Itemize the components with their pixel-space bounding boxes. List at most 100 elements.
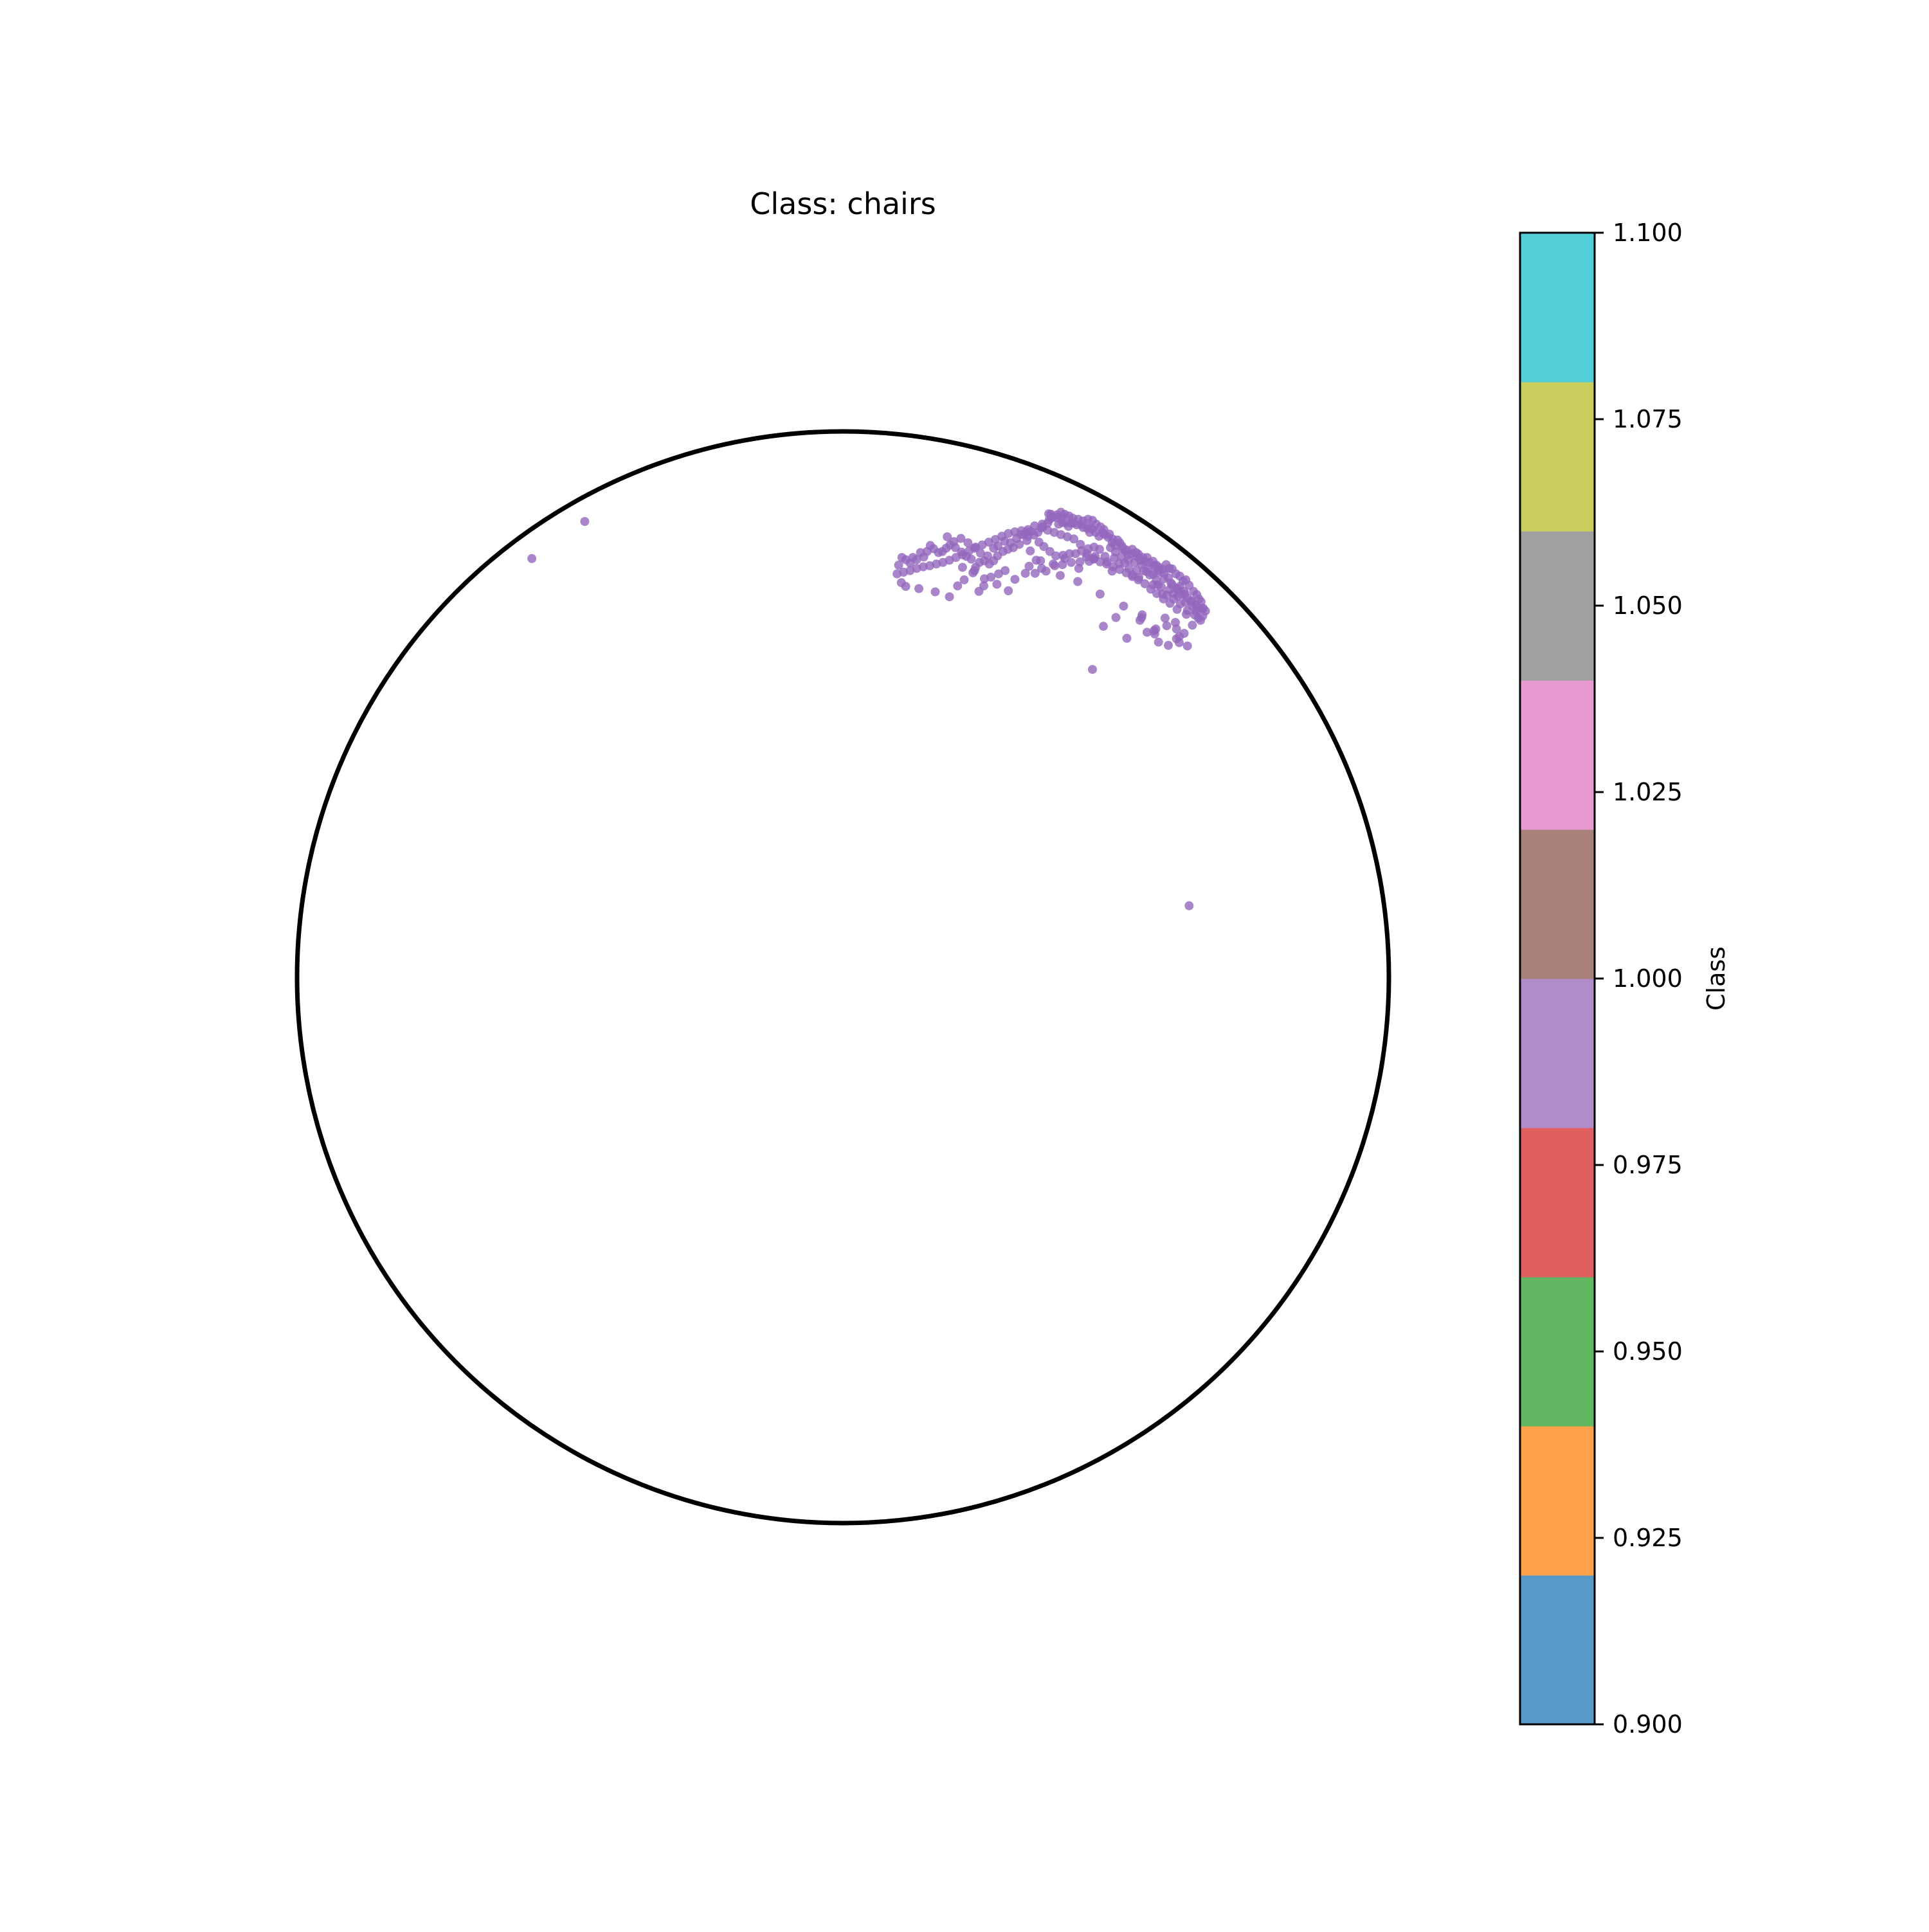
scatter-point	[1140, 579, 1150, 588]
scatter-point	[1130, 557, 1139, 567]
scatter-point	[979, 581, 988, 591]
scatter-point	[1095, 590, 1105, 599]
colorbar-tick-label: 1.025	[1613, 778, 1683, 806]
scatter-point	[1117, 552, 1126, 561]
scatter-point	[894, 561, 903, 570]
scatter-point	[1119, 601, 1128, 611]
scatter-point	[1095, 545, 1104, 554]
scatter-point	[1082, 549, 1092, 559]
scatter-point	[1024, 561, 1034, 571]
scatter-point	[949, 537, 959, 546]
colorbar-segment	[1520, 233, 1595, 383]
scatter-point	[1190, 610, 1199, 620]
scatter-point	[1031, 555, 1041, 565]
scatter-point	[1153, 568, 1162, 577]
scatter-point	[1099, 622, 1108, 631]
colorbar-tick-label: 1.000	[1613, 964, 1683, 993]
colorbar-segment	[1520, 1128, 1595, 1277]
scatter-point	[970, 566, 979, 575]
scatter-point	[1039, 542, 1049, 552]
scatter-point	[1166, 579, 1176, 588]
scatter-point	[1162, 621, 1172, 631]
colorbar-tick-label: 1.050	[1613, 591, 1683, 620]
scatter-point	[1159, 574, 1169, 584]
scatter-point	[956, 534, 966, 543]
colorbar	[1520, 233, 1595, 1725]
scatter-point	[992, 579, 1002, 589]
chart-title: Class: chairs	[750, 186, 936, 221]
colorbar-segment	[1520, 382, 1595, 532]
scatter-point	[1180, 590, 1190, 599]
scatter-point	[957, 563, 967, 572]
scatter-point	[1188, 620, 1197, 630]
scatter-point	[1041, 566, 1051, 576]
scatter-point	[1182, 609, 1191, 619]
scatter-point	[1073, 577, 1083, 586]
scatter-point	[953, 581, 963, 591]
scatter-point	[1111, 613, 1121, 622]
colorbar-segment	[1520, 680, 1595, 830]
scatter-point	[1154, 637, 1163, 647]
scatter-point	[1150, 629, 1159, 638]
scatter-point	[1137, 610, 1147, 620]
scatter-point	[1142, 627, 1152, 637]
scatter-point	[1172, 624, 1181, 634]
scatter-point	[1159, 594, 1168, 604]
scatter-point	[964, 546, 974, 555]
scatter-point	[1173, 584, 1182, 593]
colorbar-tick-label: 1.075	[1613, 405, 1683, 433]
scatter-point	[1088, 665, 1097, 674]
scatter-point	[1196, 615, 1206, 625]
scatter-point	[1160, 613, 1170, 623]
colorbar-segment	[1520, 829, 1595, 979]
colorbar-tick-label: 0.950	[1613, 1337, 1683, 1366]
scatter-point	[1066, 557, 1076, 567]
scatter-point	[1001, 566, 1010, 575]
unit-circle-boundary	[294, 429, 1391, 1526]
scatter-point	[1164, 640, 1173, 650]
scatter-points	[527, 507, 1210, 910]
scatter-point	[1165, 599, 1175, 608]
colorbar-segment	[1520, 1277, 1595, 1427]
scatter-point	[580, 517, 590, 527]
scatter-point	[971, 543, 981, 552]
scatter-point	[983, 551, 992, 561]
colorbar-axis: 0.900 0.925 0.950 0.975 1.000 1.025 1.050 1.075…	[1595, 219, 1683, 1738]
scatter-point	[1182, 641, 1192, 651]
scatter-point	[930, 587, 940, 597]
colorbar-segment	[1520, 979, 1595, 1128]
scatter-point	[892, 569, 902, 579]
scatter-point	[943, 532, 952, 541]
scatter-point	[963, 538, 973, 548]
scatter-point	[1157, 582, 1166, 591]
scatter-point	[527, 554, 537, 563]
scatter-point	[1051, 551, 1061, 561]
scatter-point	[916, 548, 925, 557]
scatter-point	[901, 582, 910, 591]
scatter-point	[1026, 546, 1035, 555]
scatter-point	[1050, 561, 1060, 570]
colorbar-tick-label: 0.925	[1613, 1524, 1683, 1552]
scatter-point	[1184, 901, 1194, 910]
scatter-point	[1020, 568, 1030, 578]
scatter-point	[1029, 530, 1039, 540]
scatter-point	[1055, 571, 1065, 581]
colorbar-segment	[1520, 1575, 1595, 1725]
colorbar-segment	[1520, 1426, 1595, 1576]
scatter-point	[1122, 633, 1132, 643]
scatter-point	[986, 572, 996, 582]
scatter-point	[1004, 586, 1013, 595]
scatter-point	[945, 592, 954, 602]
scatter-point	[1022, 536, 1032, 545]
scatter-point	[897, 553, 907, 563]
colorbar-label: Class	[1702, 946, 1730, 1011]
scatter-point	[1146, 584, 1155, 594]
scatter-point	[1152, 575, 1161, 585]
scatter-point	[1200, 606, 1210, 616]
scatter-point	[1030, 521, 1039, 530]
colorbar-tick-label: 1.100	[1613, 219, 1683, 247]
scatter-point	[1145, 570, 1155, 580]
scatter-point	[914, 584, 923, 593]
scatter-point	[1089, 554, 1098, 564]
